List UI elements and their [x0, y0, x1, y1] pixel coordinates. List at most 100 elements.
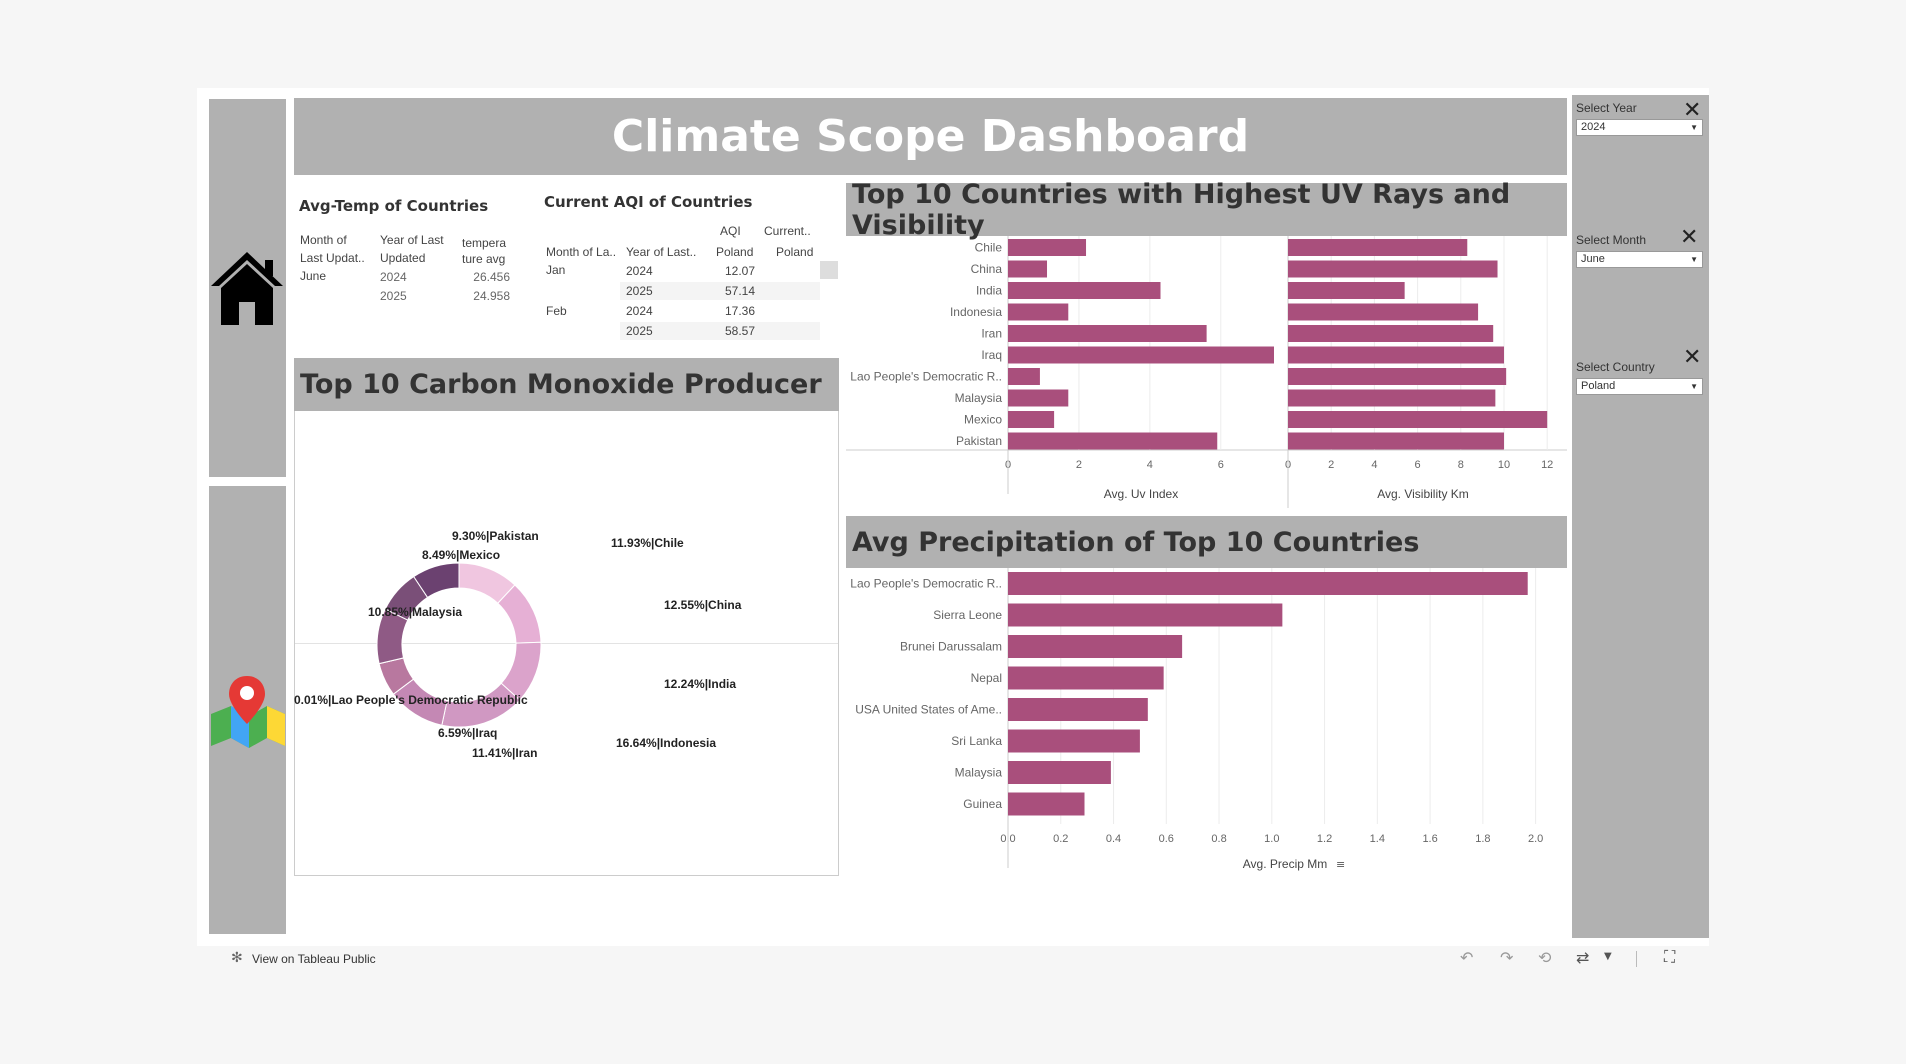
- donut-label-malaysia: 10.85%|Malaysia: [368, 605, 463, 619]
- home-icon[interactable]: [209, 250, 286, 325]
- aqi-row-stripe: [620, 322, 820, 340]
- aqi-header-month: Month of La..: [546, 245, 617, 259]
- undo-icon[interactable]: ↶: [1460, 948, 1474, 967]
- avg-temp-header-year-2: Updated: [380, 251, 426, 265]
- bar: [1008, 729, 1140, 753]
- aqi-year: 2024: [626, 264, 653, 278]
- aqi-scrollbar[interactable]: [820, 261, 838, 279]
- avg-temp-header-temp-2: ture avg: [462, 252, 506, 266]
- x-tick-label: 1.4: [1370, 833, 1385, 845]
- x-tick-label: 0.6: [1159, 833, 1174, 845]
- x-tick-label: 0.4: [1106, 833, 1121, 845]
- category-label: Brunei Darussalam: [900, 640, 1002, 654]
- category-label: Sierra Leone: [933, 608, 1002, 622]
- category-label: China: [971, 262, 1003, 276]
- clear-country-filter-icon[interactable]: ✕: [1683, 345, 1702, 370]
- bar: [1288, 239, 1468, 256]
- bar: [1008, 346, 1274, 364]
- x-tick-label: 1.0: [1264, 833, 1279, 845]
- bar: [1008, 389, 1069, 407]
- clear-year-filter-icon[interactable]: ✕: [1683, 98, 1702, 123]
- x-tick-label: 2.0: [1528, 833, 1543, 845]
- donut-slice: [413, 562, 460, 599]
- chevron-down-icon: ▼: [1690, 255, 1698, 264]
- toolbar-divider: [1636, 951, 1637, 967]
- bar: [1008, 325, 1207, 342]
- filter-panel: [1572, 95, 1709, 938]
- donut-label-iran: 11.41%|Iran: [472, 746, 538, 760]
- clear-month-filter-icon[interactable]: ✕: [1680, 225, 1699, 250]
- aqi-row-stripe: [620, 282, 820, 300]
- category-label: Sri Lanka: [951, 734, 1002, 748]
- x-tick-label: 12: [1541, 459, 1553, 471]
- co-donut-chart: [376, 562, 542, 728]
- aqi-header-current: Current..: [764, 224, 811, 238]
- country-select[interactable]: Poland ▼: [1576, 378, 1703, 395]
- bar: [1288, 432, 1504, 450]
- category-label: Chile: [975, 241, 1003, 255]
- category-label: USA United States of Ame..: [855, 703, 1002, 717]
- bar: [1288, 260, 1498, 278]
- bar: [1008, 368, 1040, 385]
- aqi-value: 57.14: [724, 284, 755, 298]
- donut-label-pakistan: 9.30%|Pakistan: [452, 529, 539, 543]
- x-tick-label: 2: [1076, 459, 1082, 471]
- bar: [1008, 282, 1161, 299]
- bar: [1008, 432, 1218, 450]
- donut-label-mexico: 8.49%|Mexico: [422, 548, 501, 562]
- x-tick-label: 1.8: [1475, 833, 1490, 845]
- country-select-value: Poland: [1581, 380, 1616, 392]
- aqi-value: 17.36: [724, 304, 755, 318]
- category-label: Malaysia: [955, 391, 1003, 405]
- month-select[interactable]: June ▼: [1576, 251, 1703, 268]
- view-on-tableau-link[interactable]: View on Tableau Public: [252, 952, 376, 966]
- bar: [1288, 411, 1548, 428]
- bar: [1008, 666, 1164, 690]
- sort-icon: ≡: [1336, 858, 1345, 871]
- chevron-down-icon: ▼: [1690, 123, 1698, 132]
- donut-label-china: 12.55%|China: [664, 598, 742, 612]
- donut-label-iraq: 6.59%|Iraq: [438, 726, 498, 740]
- year-select[interactable]: 2024 ▼: [1576, 119, 1703, 136]
- axis-title: Avg. Uv Index: [1104, 487, 1178, 501]
- bar: [1288, 303, 1479, 321]
- revert-icon[interactable]: ⟲: [1538, 948, 1552, 967]
- category-label: Pakistan: [956, 434, 1002, 448]
- axis-title: Avg. Visibility Km: [1377, 487, 1469, 501]
- bar: [1008, 239, 1087, 256]
- x-tick-label: 4: [1371, 459, 1377, 471]
- redo-icon[interactable]: ↷: [1500, 948, 1514, 967]
- category-label: India: [976, 284, 1002, 298]
- category-label: Iraq: [981, 348, 1002, 362]
- category-label: Lao People's Democratic R..: [850, 577, 1002, 591]
- category-label: Nepal: [971, 671, 1002, 685]
- year-select-value: 2024: [1581, 121, 1606, 133]
- avg-temp-value: 24.958: [473, 289, 510, 303]
- x-tick-label: 0.8: [1211, 833, 1226, 845]
- uv-section-title: Top 10 Countries with Highest UV Rays an…: [846, 179, 1567, 241]
- category-label: Mexico: [964, 413, 1002, 427]
- donut-label-indonesia: 16.64%|Indonesia: [616, 736, 717, 750]
- bar: [1008, 635, 1183, 658]
- x-tick-label: 2: [1328, 459, 1334, 471]
- dashboard-title: Climate Scope Dashboard: [294, 98, 1567, 175]
- precip-section-title: Avg Precipitation of Top 10 Countries: [846, 516, 1567, 568]
- x-tick-label: 4: [1147, 459, 1153, 471]
- refresh-dropdown-icon[interactable]: ▼: [1604, 951, 1612, 962]
- category-label: Lao People's Democratic R..: [850, 370, 1002, 384]
- aqi-header-poland-1: Poland: [716, 245, 754, 259]
- refresh-icon[interactable]: ⇄: [1576, 948, 1590, 967]
- category-label: Guinea: [963, 797, 1002, 811]
- bar: [1008, 792, 1085, 816]
- map-pin-icon[interactable]: [209, 674, 286, 748]
- aqi-year: 2025: [626, 284, 653, 298]
- co-divider-line: [295, 643, 838, 644]
- x-tick-label: 1.6: [1422, 833, 1437, 845]
- bar: [1008, 572, 1528, 595]
- bar: [1288, 325, 1494, 342]
- fullscreen-icon[interactable]: ⛶: [1664, 947, 1676, 966]
- avg-temp-month: June: [300, 269, 327, 283]
- bar: [1008, 411, 1055, 428]
- x-tick-label: 1.2: [1317, 833, 1332, 845]
- avg-temp-header-year-1: Year of Last: [380, 233, 444, 247]
